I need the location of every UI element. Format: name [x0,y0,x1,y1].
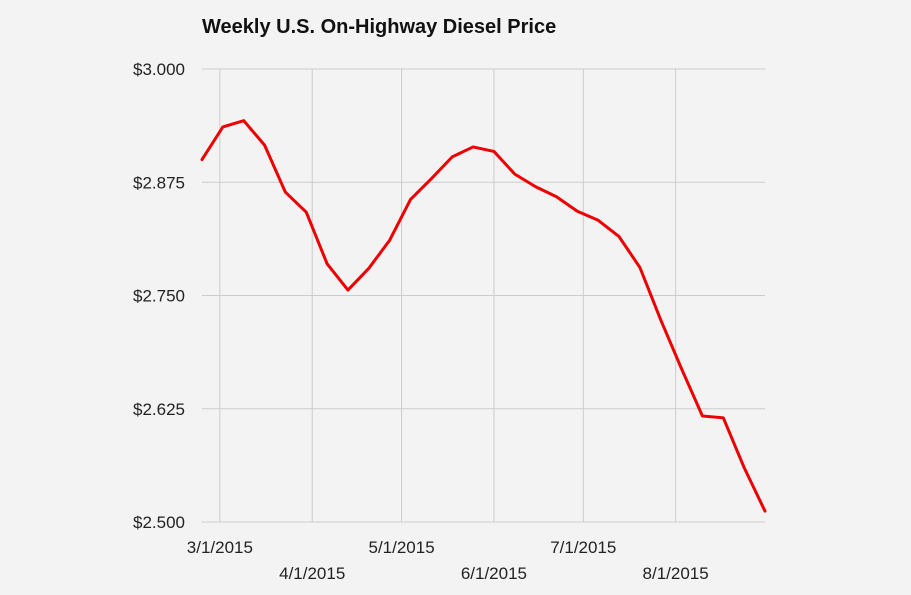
y-tick-label: $2.625 [133,400,185,419]
x-tick-label: 7/1/2015 [550,538,616,557]
y-tick-label: $3.000 [133,60,185,79]
grid [202,68,765,523]
x-tick-label: 5/1/2015 [368,538,434,557]
series-group [200,119,767,513]
y-tick-label: $2.750 [133,287,185,306]
x-tick-label: 8/1/2015 [643,564,709,583]
chart-title: Weekly U.S. On-Highway Diesel Price [202,16,556,38]
x-axis-ticks: 3/1/2015 4/1/2015 5/1/2015 6/1/2015 7/1/2015… [187,538,709,583]
x-tick-label: 3/1/2015 [187,538,253,557]
series-line-diesel-price [200,119,767,513]
x-tick-label: 6/1/2015 [461,564,527,583]
y-tick-label: $2.500 [133,513,185,532]
x-tick-label: 4/1/2015 [279,564,345,583]
y-tick-label: $2.875 [133,173,185,192]
y-axis-ticks: $3.000 $2.875 $2.750 $2.625 $2.500 [133,60,185,532]
